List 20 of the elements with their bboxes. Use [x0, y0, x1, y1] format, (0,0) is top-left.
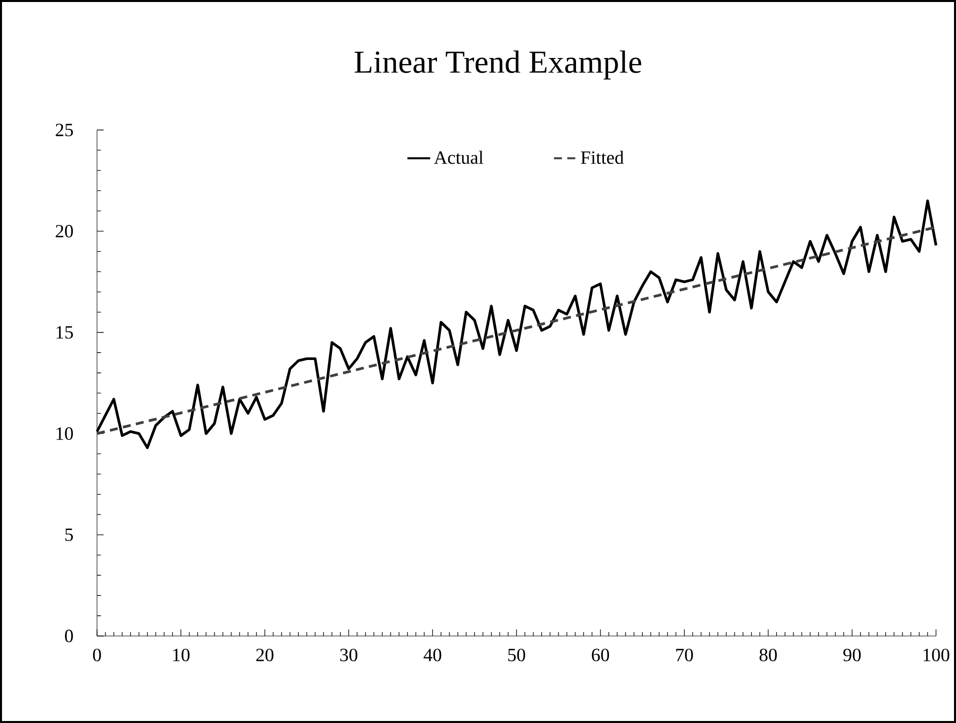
- y-tick-label: 20: [56, 224, 73, 238]
- x-tick-label: 80: [760, 648, 777, 662]
- y-tick-label: 15: [56, 326, 73, 339]
- y-tick-label: 10: [56, 427, 73, 440]
- x-tick-label: 30: [340, 648, 358, 662]
- y-tick-label: 25: [56, 124, 73, 136]
- y-tick-label: 0: [65, 630, 73, 642]
- legend-label: Actual: [434, 150, 484, 164]
- x-tick-label: 60: [592, 648, 610, 662]
- x-tick-label: 40: [424, 648, 442, 662]
- x-tick-label: 70: [676, 648, 693, 662]
- x-tick-label: 100: [924, 648, 950, 662]
- chart-title: Linear Trend Example: [354, 50, 642, 80]
- x-tick-label: 50: [508, 648, 526, 662]
- x-tick-label: 20: [256, 648, 274, 662]
- x-tick-label: 10: [173, 648, 190, 662]
- y-tick-label: 5: [65, 528, 73, 541]
- legend-label: Fitted: [580, 150, 624, 164]
- x-tick-label: 90: [843, 648, 861, 662]
- x-tick-label: 0: [93, 648, 101, 662]
